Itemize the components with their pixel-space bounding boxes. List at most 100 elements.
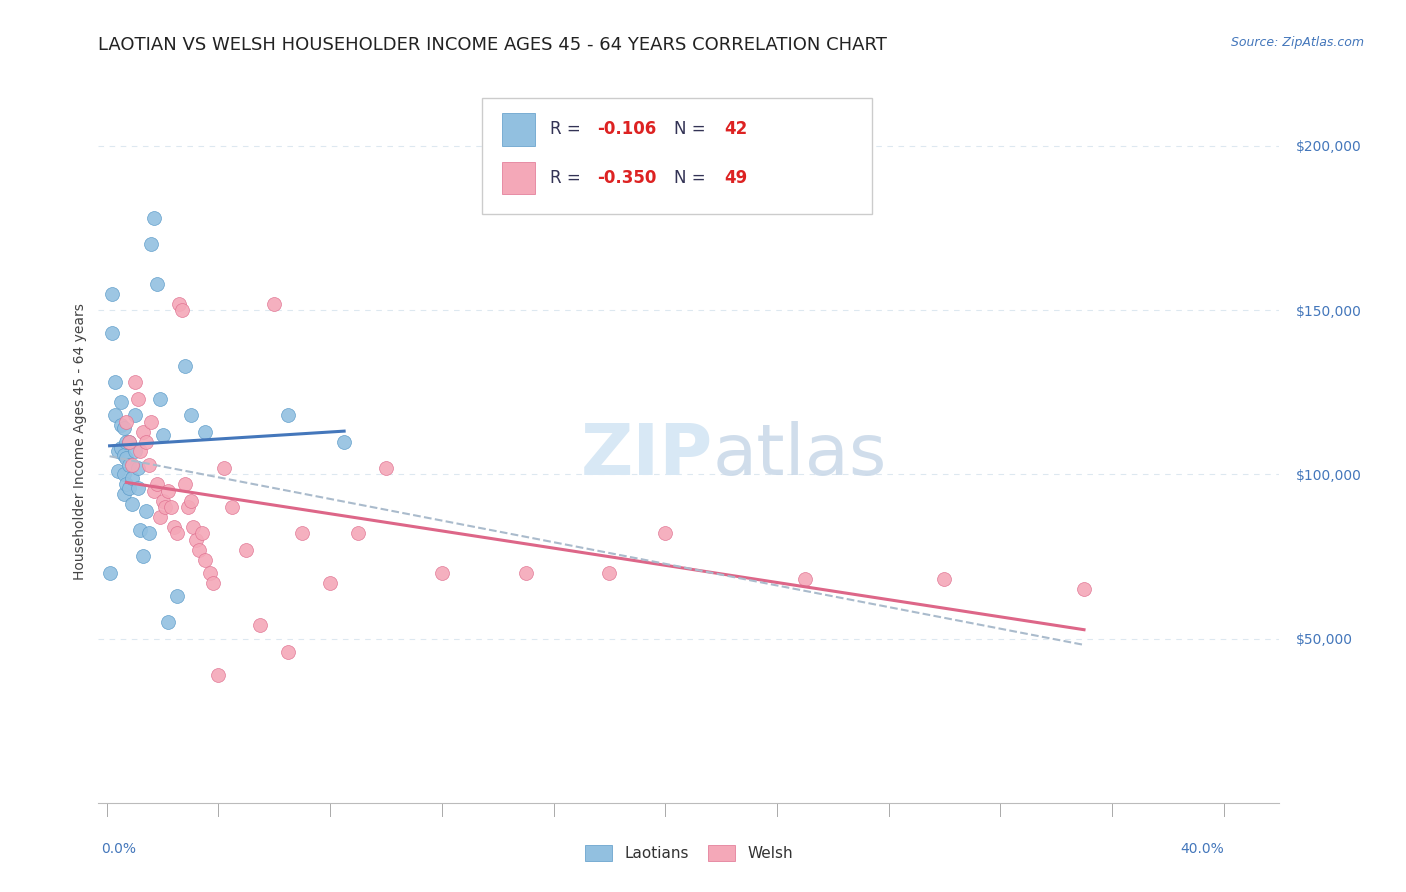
Point <box>174 359 197 373</box>
Point <box>104 376 127 390</box>
Point <box>121 497 143 511</box>
Point <box>121 458 143 472</box>
Point <box>127 392 149 406</box>
Point <box>249 618 271 632</box>
Point <box>163 520 186 534</box>
FancyBboxPatch shape <box>502 161 536 194</box>
Text: N =: N = <box>673 120 710 138</box>
Legend: Laotians, Welsh: Laotians, Welsh <box>579 839 799 867</box>
Point <box>124 444 146 458</box>
Point <box>135 503 157 517</box>
Point <box>143 483 166 498</box>
Point <box>98 566 121 580</box>
Point <box>198 566 221 580</box>
Point <box>277 409 299 423</box>
Point <box>1073 582 1095 597</box>
Point <box>193 553 215 567</box>
Point <box>107 464 129 478</box>
Point <box>124 376 146 390</box>
Point <box>375 460 398 475</box>
Point <box>112 448 135 462</box>
Point <box>129 523 152 537</box>
Point <box>127 481 149 495</box>
FancyBboxPatch shape <box>482 98 872 214</box>
Point <box>129 444 152 458</box>
Point <box>110 441 132 455</box>
Point <box>187 542 209 557</box>
Point <box>115 415 138 429</box>
Text: -0.350: -0.350 <box>596 169 657 186</box>
Point <box>124 409 146 423</box>
Text: ZIP: ZIP <box>581 422 713 491</box>
Point <box>235 542 257 557</box>
Point <box>101 326 124 341</box>
Point <box>598 566 620 580</box>
Point <box>135 434 157 449</box>
Point <box>118 458 141 472</box>
Point <box>166 589 188 603</box>
Point <box>115 434 138 449</box>
Point <box>107 444 129 458</box>
Point <box>515 566 537 580</box>
Point <box>121 471 143 485</box>
Point <box>141 237 163 252</box>
Point <box>112 467 135 482</box>
Point <box>110 418 132 433</box>
Text: Source: ZipAtlas.com: Source: ZipAtlas.com <box>1230 36 1364 49</box>
Point <box>291 526 314 541</box>
Point <box>263 296 285 310</box>
Point <box>201 575 224 590</box>
FancyBboxPatch shape <box>502 113 536 145</box>
Text: atlas: atlas <box>713 422 887 491</box>
Point <box>221 500 243 515</box>
Point <box>180 493 202 508</box>
Point <box>169 296 191 310</box>
Point <box>277 645 299 659</box>
Point <box>190 526 212 541</box>
Point <box>157 483 180 498</box>
Point <box>934 573 956 587</box>
Point <box>172 303 194 318</box>
Point <box>101 286 124 301</box>
Point <box>115 477 138 491</box>
Point <box>207 667 229 681</box>
Point <box>138 526 160 541</box>
Point <box>180 409 202 423</box>
Text: 40.0%: 40.0% <box>1180 842 1223 856</box>
Point <box>112 421 135 435</box>
Point <box>152 493 174 508</box>
Point <box>118 434 141 449</box>
Point <box>115 450 138 465</box>
Point <box>160 500 183 515</box>
Point <box>654 526 676 541</box>
Point <box>155 500 177 515</box>
Point <box>152 428 174 442</box>
Point <box>193 425 215 439</box>
Text: R =: R = <box>550 169 585 186</box>
Point <box>127 460 149 475</box>
Y-axis label: Householder Income Ages 45 - 64 years: Householder Income Ages 45 - 64 years <box>73 303 87 580</box>
Point <box>166 526 188 541</box>
Point <box>112 487 135 501</box>
Point <box>186 533 208 547</box>
Point <box>143 211 166 226</box>
Point <box>212 460 235 475</box>
Text: 49: 49 <box>724 169 748 186</box>
Text: R =: R = <box>550 120 585 138</box>
Text: LAOTIAN VS WELSH HOUSEHOLDER INCOME AGES 45 - 64 YEARS CORRELATION CHART: LAOTIAN VS WELSH HOUSEHOLDER INCOME AGES… <box>98 36 887 54</box>
Point <box>149 510 172 524</box>
Point <box>118 434 141 449</box>
Text: 42: 42 <box>724 120 748 138</box>
Point <box>149 392 172 406</box>
Point <box>118 481 141 495</box>
Point <box>177 500 200 515</box>
Point <box>174 477 197 491</box>
Point <box>157 615 180 630</box>
Point <box>110 395 132 409</box>
Point <box>333 434 356 449</box>
Text: -0.106: -0.106 <box>596 120 657 138</box>
Point <box>146 477 169 491</box>
Point <box>138 458 160 472</box>
Point <box>146 277 169 291</box>
Point <box>793 573 815 587</box>
